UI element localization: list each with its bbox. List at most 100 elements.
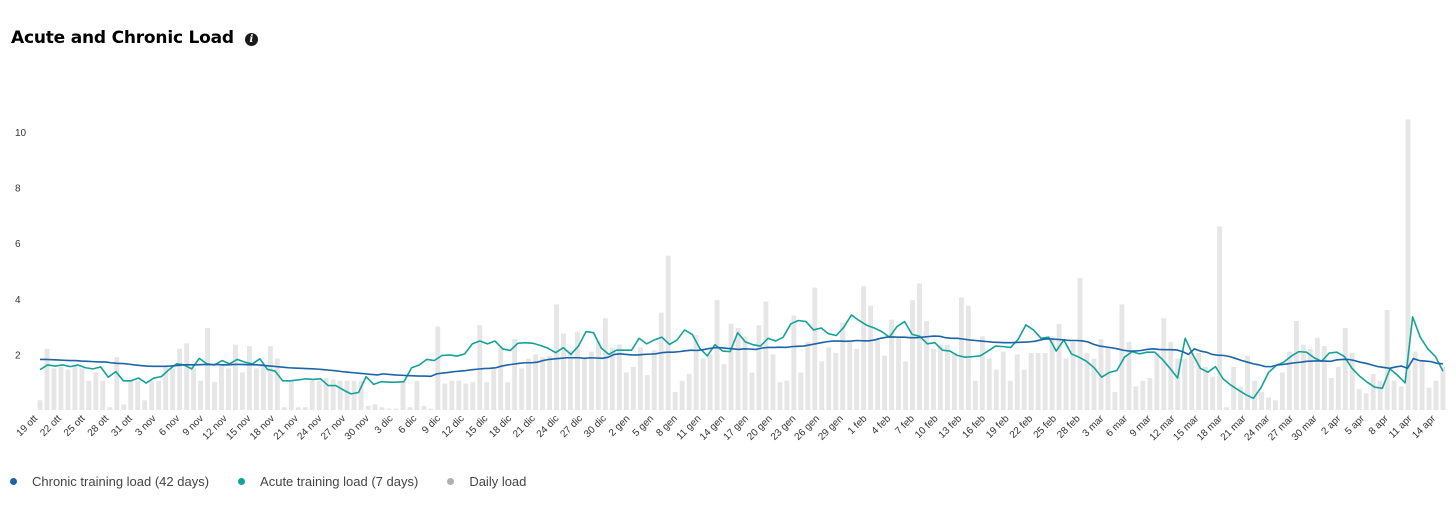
daily-load-bar bbox=[386, 408, 392, 410]
x-tick-label: 19 feb bbox=[984, 413, 1012, 441]
x-tick-label: 27 nov bbox=[319, 413, 348, 442]
x-tick-label: 6 nov bbox=[157, 413, 182, 438]
daily-load-bar bbox=[798, 372, 804, 410]
daily-load-bar bbox=[135, 380, 141, 410]
daily-load-bar bbox=[463, 383, 469, 410]
daily-load-bar bbox=[1238, 386, 1244, 410]
daily-load-bar bbox=[554, 304, 559, 410]
daily-load-bar bbox=[428, 408, 434, 410]
daily-load-bar bbox=[882, 355, 888, 410]
daily-load-bar bbox=[770, 354, 776, 410]
daily-load-bar bbox=[1196, 353, 1202, 410]
daily-load-bar bbox=[595, 340, 601, 410]
daily-load-bar bbox=[37, 400, 43, 410]
daily-load-bar bbox=[274, 358, 280, 410]
daily-load-bar bbox=[198, 380, 203, 410]
x-tick-label: 12 dic bbox=[440, 413, 467, 440]
daily-load-bar bbox=[1335, 366, 1341, 410]
x-tick-label: 5 apr bbox=[1343, 413, 1367, 437]
daily-load-bar bbox=[868, 305, 874, 410]
daily-load-bar bbox=[665, 255, 671, 410]
x-tick-label: 30 nov bbox=[343, 413, 372, 442]
x-tick-label: 2 gen bbox=[607, 413, 632, 438]
daily-load-bar bbox=[861, 286, 867, 410]
daily-load-bar bbox=[1349, 353, 1355, 410]
daily-load-bar bbox=[1035, 353, 1041, 410]
daily-load-bar bbox=[630, 366, 636, 410]
daily-load-bar bbox=[1140, 380, 1146, 410]
daily-load-bar bbox=[93, 372, 99, 410]
daily-load-bar bbox=[51, 368, 57, 410]
daily-load-bar bbox=[226, 368, 231, 410]
daily-load-bar bbox=[337, 380, 343, 410]
x-tick-label: 14 apr bbox=[1410, 413, 1438, 441]
daily-load-bar bbox=[679, 380, 685, 410]
x-tick-label: 3 mar bbox=[1081, 413, 1107, 439]
daily-load-bar bbox=[1098, 339, 1104, 410]
daily-load-bar bbox=[58, 366, 64, 410]
daily-load-bar bbox=[568, 350, 573, 410]
daily-load-bar bbox=[79, 368, 85, 410]
chart-header: Acute and Chronic Load i bbox=[11, 28, 258, 48]
daily-load-bar bbox=[1070, 341, 1076, 410]
daily-load-bar bbox=[260, 364, 266, 410]
daily-load-bar bbox=[1105, 347, 1111, 410]
daily-load-bar bbox=[547, 355, 552, 410]
x-tick-label: 3 dic bbox=[373, 413, 396, 436]
daily-load-bar bbox=[540, 357, 546, 410]
daily-load-bar bbox=[205, 327, 210, 410]
daily-load-bar bbox=[142, 400, 148, 410]
daily-load-bar bbox=[484, 382, 490, 410]
daily-load-bar bbox=[1210, 376, 1216, 410]
daily-load-bar bbox=[931, 348, 936, 410]
daily-load-bar bbox=[184, 343, 190, 410]
daily-load-bar bbox=[1084, 353, 1090, 410]
legend-item-daily[interactable]: Daily load bbox=[447, 474, 526, 489]
daily-load-bar bbox=[644, 375, 650, 410]
daily-load-bar bbox=[128, 380, 134, 410]
daily-load-bar bbox=[937, 344, 943, 410]
daily-load-bar bbox=[728, 323, 734, 410]
legend-label-chronic: Chronic training load (42 days) bbox=[32, 474, 210, 489]
daily-load-bar bbox=[575, 332, 580, 410]
y-tick-label: 4 bbox=[15, 295, 21, 306]
daily-load-bar bbox=[163, 366, 169, 410]
x-tick-label: 11 apr bbox=[1387, 413, 1415, 441]
daily-load-bar bbox=[1063, 358, 1069, 410]
daily-load-bar bbox=[582, 358, 587, 410]
chart-legend: Chronic training load (42 days) Acute tr… bbox=[10, 474, 555, 489]
daily-load-bar bbox=[1000, 351, 1006, 410]
legend-item-acute[interactable]: Acute training load (7 days) bbox=[238, 474, 418, 489]
daily-load-bar bbox=[903, 361, 908, 410]
daily-load-bar bbox=[1217, 226, 1223, 410]
daily-load-bar bbox=[442, 383, 448, 410]
daily-load-bar bbox=[288, 380, 294, 410]
daily-load-bar bbox=[365, 405, 371, 410]
x-tick-label: 28 ott bbox=[86, 413, 112, 439]
daily-load-bar bbox=[1433, 380, 1439, 410]
daily-load-bar bbox=[1231, 366, 1237, 410]
daily-load-bar bbox=[1007, 380, 1013, 410]
daily-load-bar bbox=[700, 358, 706, 410]
daily-load-bar bbox=[86, 380, 92, 410]
daily-load-bar bbox=[1412, 351, 1418, 410]
daily-load-bar bbox=[1119, 304, 1125, 410]
daily-load-bar bbox=[1328, 378, 1334, 410]
daily-load-bar bbox=[407, 407, 413, 410]
legend-marker-chronic bbox=[10, 478, 17, 485]
daily-load-bar bbox=[1042, 353, 1048, 410]
daily-load-bar bbox=[826, 347, 832, 410]
x-tick-label: 18 nov bbox=[248, 413, 277, 442]
x-tick-label: 24 dic bbox=[535, 413, 562, 440]
daily-load-bar bbox=[435, 326, 441, 410]
daily-load-bar bbox=[777, 382, 783, 410]
x-tick-label: 25 ott bbox=[62, 413, 88, 439]
legend-item-chronic[interactable]: Chronic training load (42 days) bbox=[10, 474, 209, 489]
y-tick-label: 2 bbox=[15, 350, 21, 361]
daily-load-bar bbox=[1370, 373, 1376, 410]
daily-load-bar bbox=[1266, 397, 1271, 410]
daily-load-bar bbox=[1112, 391, 1118, 410]
daily-load-bar bbox=[100, 380, 106, 410]
info-icon[interactable]: i bbox=[244, 33, 258, 46]
